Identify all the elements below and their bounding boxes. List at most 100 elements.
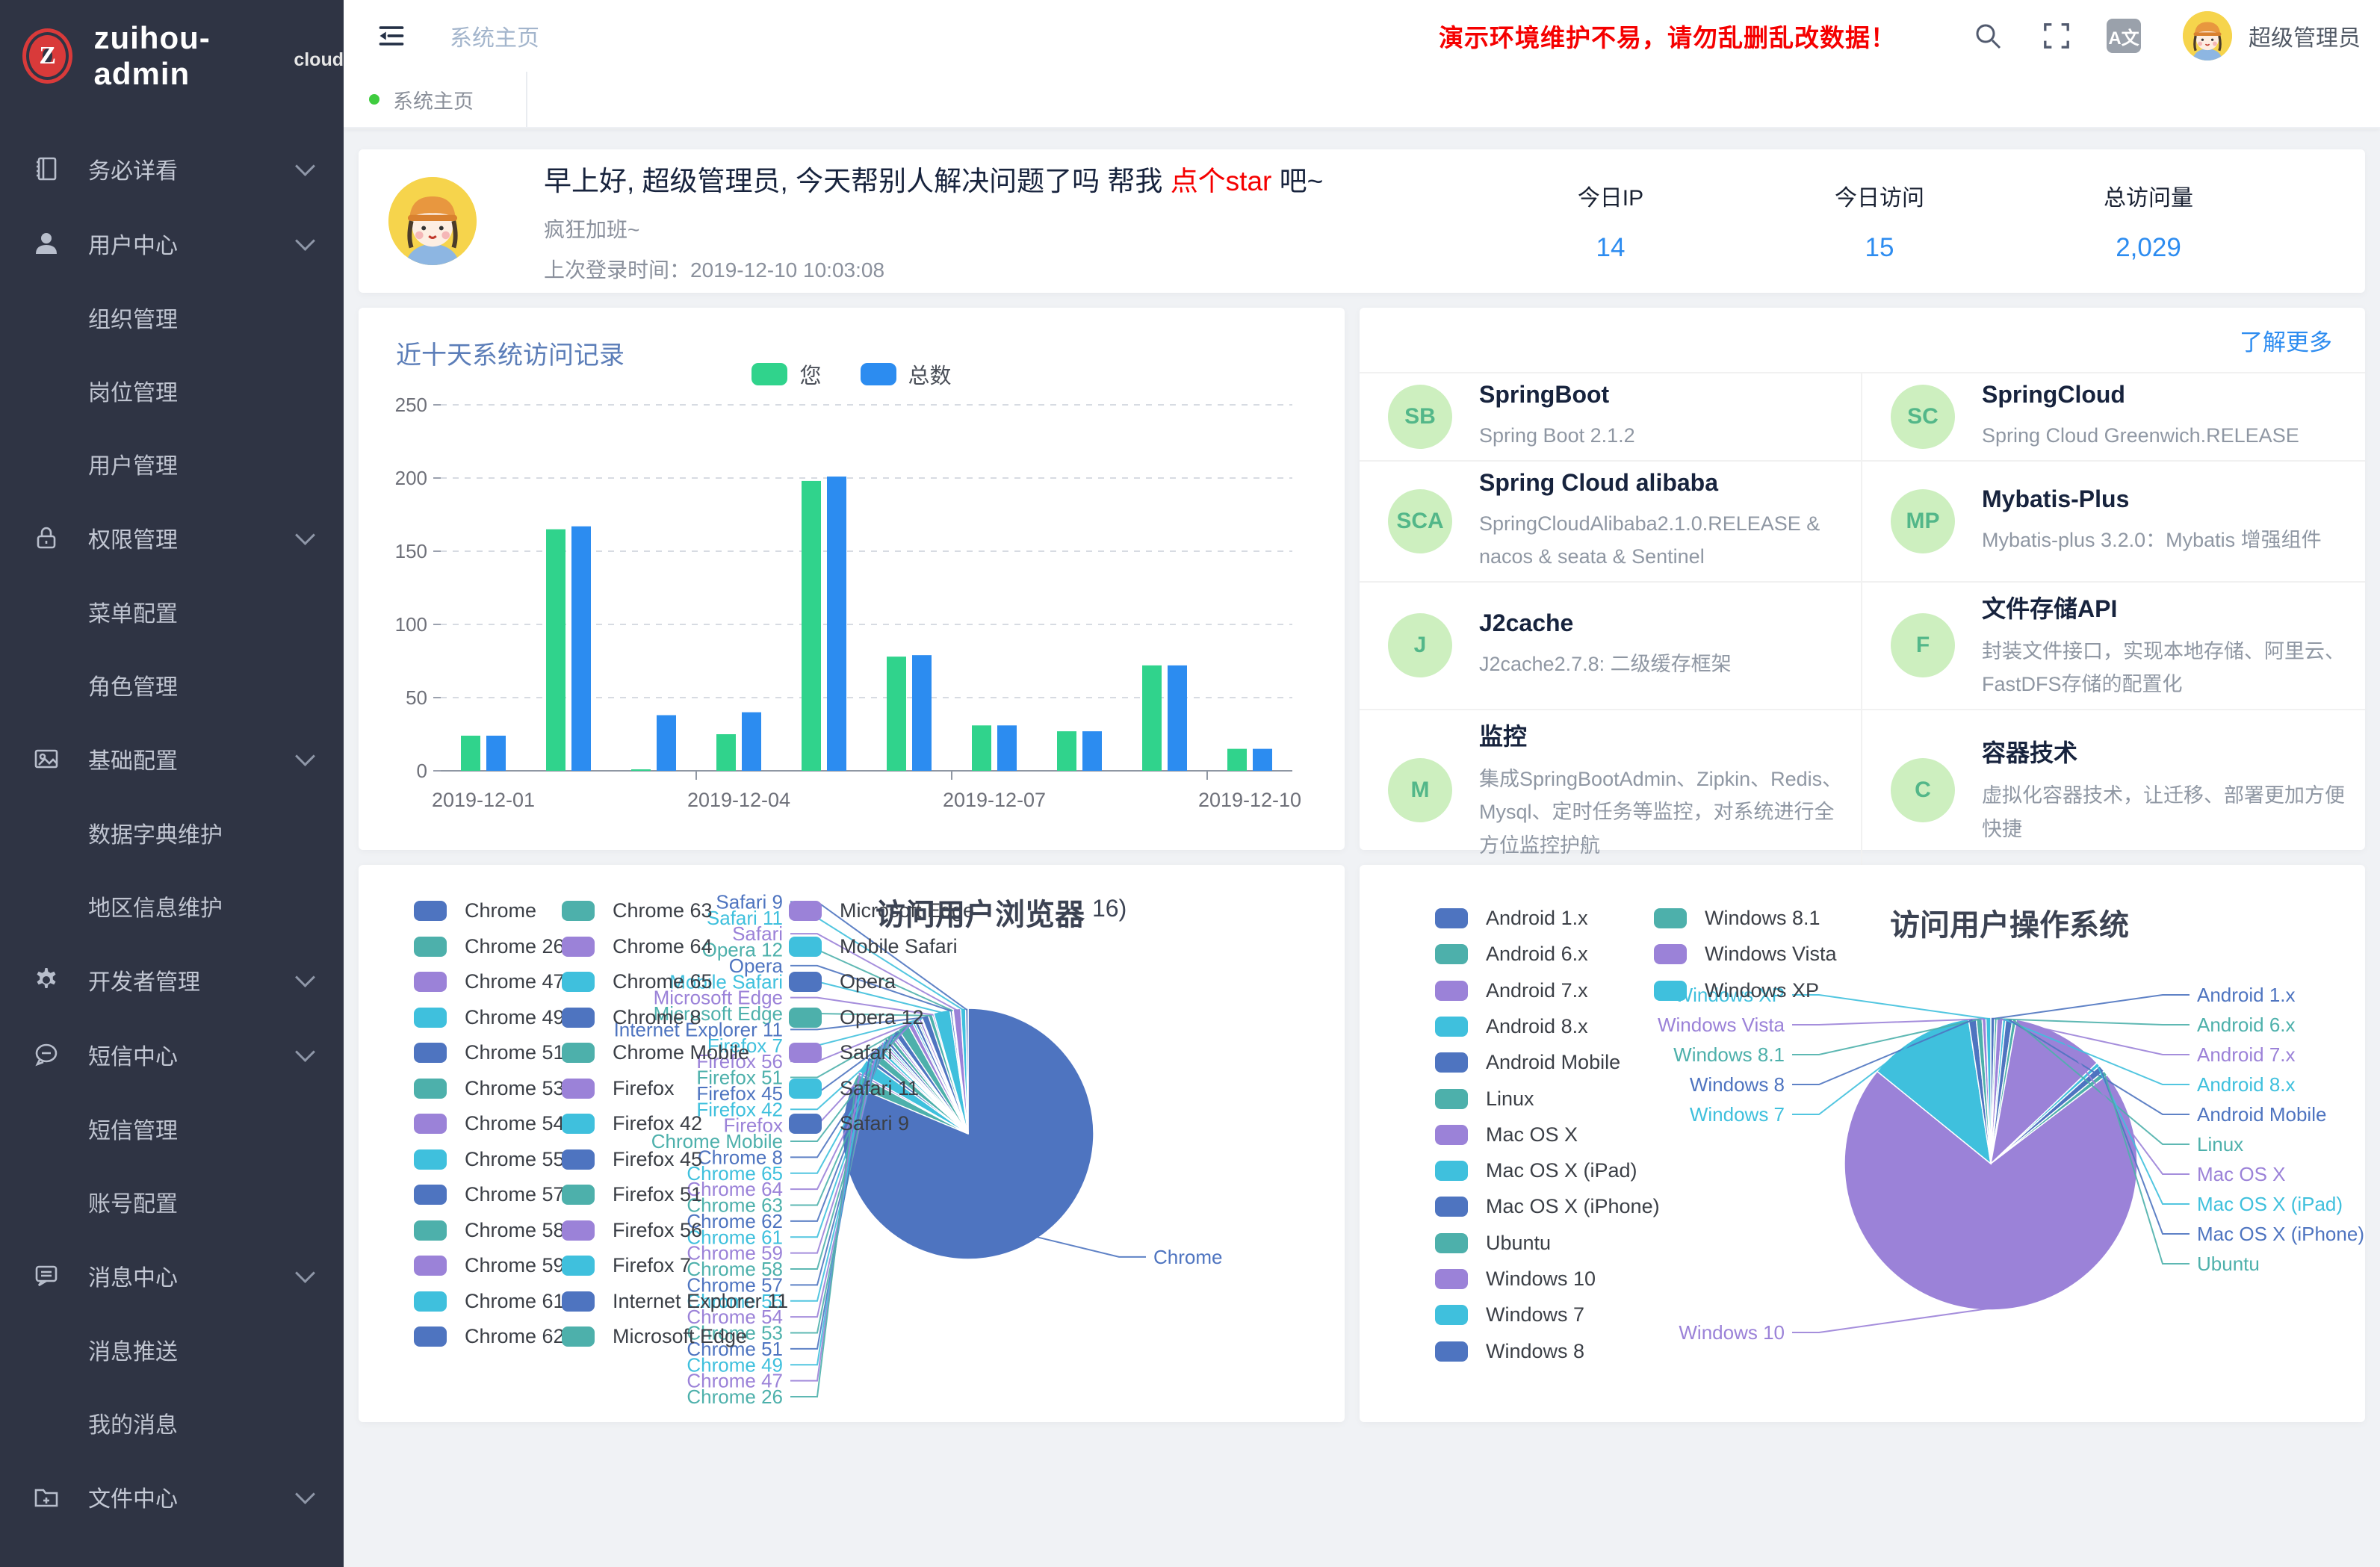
sidebar-subitem[interactable]: 账号配置	[0, 1165, 344, 1238]
sidebar-item[interactable]: 权限管理	[0, 500, 344, 575]
legend-item[interactable]: Chrome 65	[544, 970, 713, 993]
file-api-icon: F	[1891, 613, 1955, 677]
legend-item[interactable]: Windows 7	[1417, 1303, 1584, 1326]
legend-item[interactable]: Firefox 45	[544, 1148, 702, 1171]
star-link[interactable]: 点个star	[1171, 166, 1272, 196]
sidebar-item[interactable]: 务必详看	[0, 131, 344, 206]
sidebar-item[interactable]: 短信中心	[0, 1017, 344, 1092]
sidebar-subitem[interactable]: 我的消息	[0, 1386, 344, 1459]
legend-item[interactable]: Safari 11	[771, 1077, 919, 1100]
sidebar-subitem[interactable]: 岗位管理	[0, 354, 344, 427]
sidebar-menu: 务必详看用户中心组织管理岗位管理用户管理权限管理菜单配置角色管理基础配置数据字典…	[0, 131, 344, 1534]
legend-item[interactable]: Chrome 64	[544, 935, 713, 958]
search-icon[interactable]	[1971, 19, 2005, 53]
legend-item[interactable]: Internet Explorer 11	[544, 1290, 788, 1313]
legend-item[interactable]: Android 8.x	[1417, 1015, 1588, 1038]
bar-total	[486, 736, 506, 771]
language-icon[interactable]: A文	[2107, 19, 2141, 53]
legend-item[interactable]: Firefox 56	[544, 1219, 702, 1242]
legend-item[interactable]: Opera 12	[771, 1006, 924, 1029]
y-axis-tick-label: 150	[395, 540, 427, 562]
sidebar-subitem[interactable]: 组织管理	[0, 281, 344, 354]
legend-item[interactable]: Chrome 51	[396, 1041, 565, 1064]
bar-chart-legend: 您 总数	[359, 359, 1345, 390]
legend-chip	[1654, 944, 1687, 964]
legend-item[interactable]: Mac OS X (iPhone)	[1417, 1195, 1660, 1218]
legend-item[interactable]: Android Mobile	[1417, 1051, 1620, 1074]
legend-item[interactable]: Ubuntu	[1417, 1232, 1551, 1255]
legend-chip	[789, 901, 822, 921]
legend-item[interactable]: Firefox 42	[544, 1112, 702, 1135]
legend-chip-you[interactable]	[752, 363, 787, 385]
legend-item[interactable]: Linux	[1417, 1087, 1534, 1111]
legend-label: Android 7.x	[1486, 979, 1588, 1002]
x-axis-tick-label: 2019-12-01	[432, 789, 535, 811]
legend-item[interactable]: Chrome 58	[396, 1219, 565, 1242]
monitor-icon: M	[1388, 758, 1452, 822]
legend-item[interactable]: Mobile Safari	[771, 935, 958, 958]
legend-item[interactable]: Chrome 53	[396, 1077, 565, 1100]
sidebar-item[interactable]: 文件中心	[0, 1459, 344, 1534]
sidebar-subitem[interactable]: 短信管理	[0, 1092, 344, 1165]
legend-item[interactable]: Android 7.x	[1417, 979, 1588, 1002]
legend-chip	[562, 1079, 595, 1099]
legend-item[interactable]: Windows XP	[1636, 979, 1819, 1002]
sidebar-item[interactable]: 消息中心	[0, 1238, 344, 1313]
legend-item[interactable]: Chrome 47	[396, 970, 565, 993]
legend-item[interactable]: Microsoft Edge	[544, 1325, 747, 1348]
sidebar-item[interactable]: 开发者管理	[0, 943, 344, 1017]
legend-item[interactable]: Chrome 49	[396, 1006, 565, 1029]
sidebar-item[interactable]: 基础配置	[0, 722, 344, 796]
legend-item[interactable]: Windows Vista	[1636, 943, 1837, 966]
sidebar-subitem[interactable]: 角色管理	[0, 648, 344, 722]
fullscreen-icon[interactable]	[2039, 19, 2074, 53]
legend-item[interactable]: Firefox 51	[544, 1183, 702, 1206]
tab-system-home[interactable]: 系统主页	[344, 72, 527, 127]
legend-item[interactable]: Chrome 61	[396, 1290, 565, 1313]
app-logo[interactable]: Z zuihou-admin cloud	[0, 0, 344, 112]
legend-item[interactable]: Firefox	[544, 1077, 675, 1100]
bar-you	[1227, 749, 1247, 771]
legend-item[interactable]: Chrome	[396, 899, 536, 922]
legend-item[interactable]: Opera	[771, 970, 896, 993]
legend-item[interactable]: Chrome 26	[396, 935, 565, 958]
lock-icon	[31, 523, 61, 553]
legend-item[interactable]: Chrome 57	[396, 1183, 565, 1206]
legend-item[interactable]: Chrome 59	[396, 1254, 565, 1277]
legend-item[interactable]: Windows 10	[1417, 1267, 1596, 1291]
legend-chip	[1654, 981, 1687, 1001]
legend-item[interactable]: Chrome 63	[544, 899, 713, 922]
legend-item[interactable]: Safari 9	[771, 1112, 909, 1135]
sidebar-subitem[interactable]: 菜单配置	[0, 575, 344, 648]
sidebar-item[interactable]: 用户中心	[0, 206, 344, 281]
sidebar-subitem[interactable]: 数据字典维护	[0, 796, 344, 869]
legend-item[interactable]: Mac OS X (iPad)	[1417, 1159, 1637, 1182]
pie-label-line	[1792, 995, 1989, 1019]
legend-item[interactable]: Firefox 7	[544, 1254, 691, 1277]
legend-item[interactable]: Chrome 8	[544, 1006, 701, 1029]
legend-item[interactable]: Chrome Mobile	[544, 1041, 749, 1064]
sidebar-subitem[interactable]: 消息推送	[0, 1313, 344, 1386]
legend-item[interactable]: Safari	[771, 1041, 893, 1064]
sidebar-subitem[interactable]: 地区信息维护	[0, 869, 344, 943]
pie-callout-label: Android 8.x	[2197, 1073, 2296, 1096]
menu-fold-icon[interactable]	[375, 19, 408, 52]
pie-callout-label: Android 7.x	[2197, 1043, 2296, 1066]
learn-more-link[interactable]: 了解更多	[2240, 323, 2332, 357]
legend-label-you[interactable]: 您	[799, 359, 821, 390]
legend-item[interactable]: Android 6.x	[1417, 943, 1588, 966]
legend-item[interactable]: Chrome 62	[396, 1325, 565, 1348]
legend-item[interactable]: Mac OS X	[1417, 1123, 1578, 1146]
legend-item[interactable]: Android 1.x	[1417, 907, 1588, 930]
username-label[interactable]: 超级管理员	[2249, 19, 2361, 52]
legend-item[interactable]: Windows 8.1	[1636, 907, 1820, 930]
legend-item[interactable]: Windows 8	[1417, 1340, 1584, 1363]
user-avatar[interactable]	[2183, 11, 2232, 60]
tech-item-mybatis-plus: MP Mybatis-PlusMybatis-plus 3.2.0：Mybati…	[1862, 460, 2365, 581]
legend-item[interactable]: Chrome 55	[396, 1148, 565, 1171]
legend-item[interactable]: Chrome 54	[396, 1112, 565, 1135]
tech-item-monitor: M 监控集成SpringBootAdmin、Zipkin、Redis、Mysql…	[1360, 709, 1862, 870]
legend-chip-total[interactable]	[861, 363, 896, 385]
sidebar-subitem[interactable]: 用户管理	[0, 427, 344, 500]
legend-label-total[interactable]: 总数	[908, 359, 952, 390]
